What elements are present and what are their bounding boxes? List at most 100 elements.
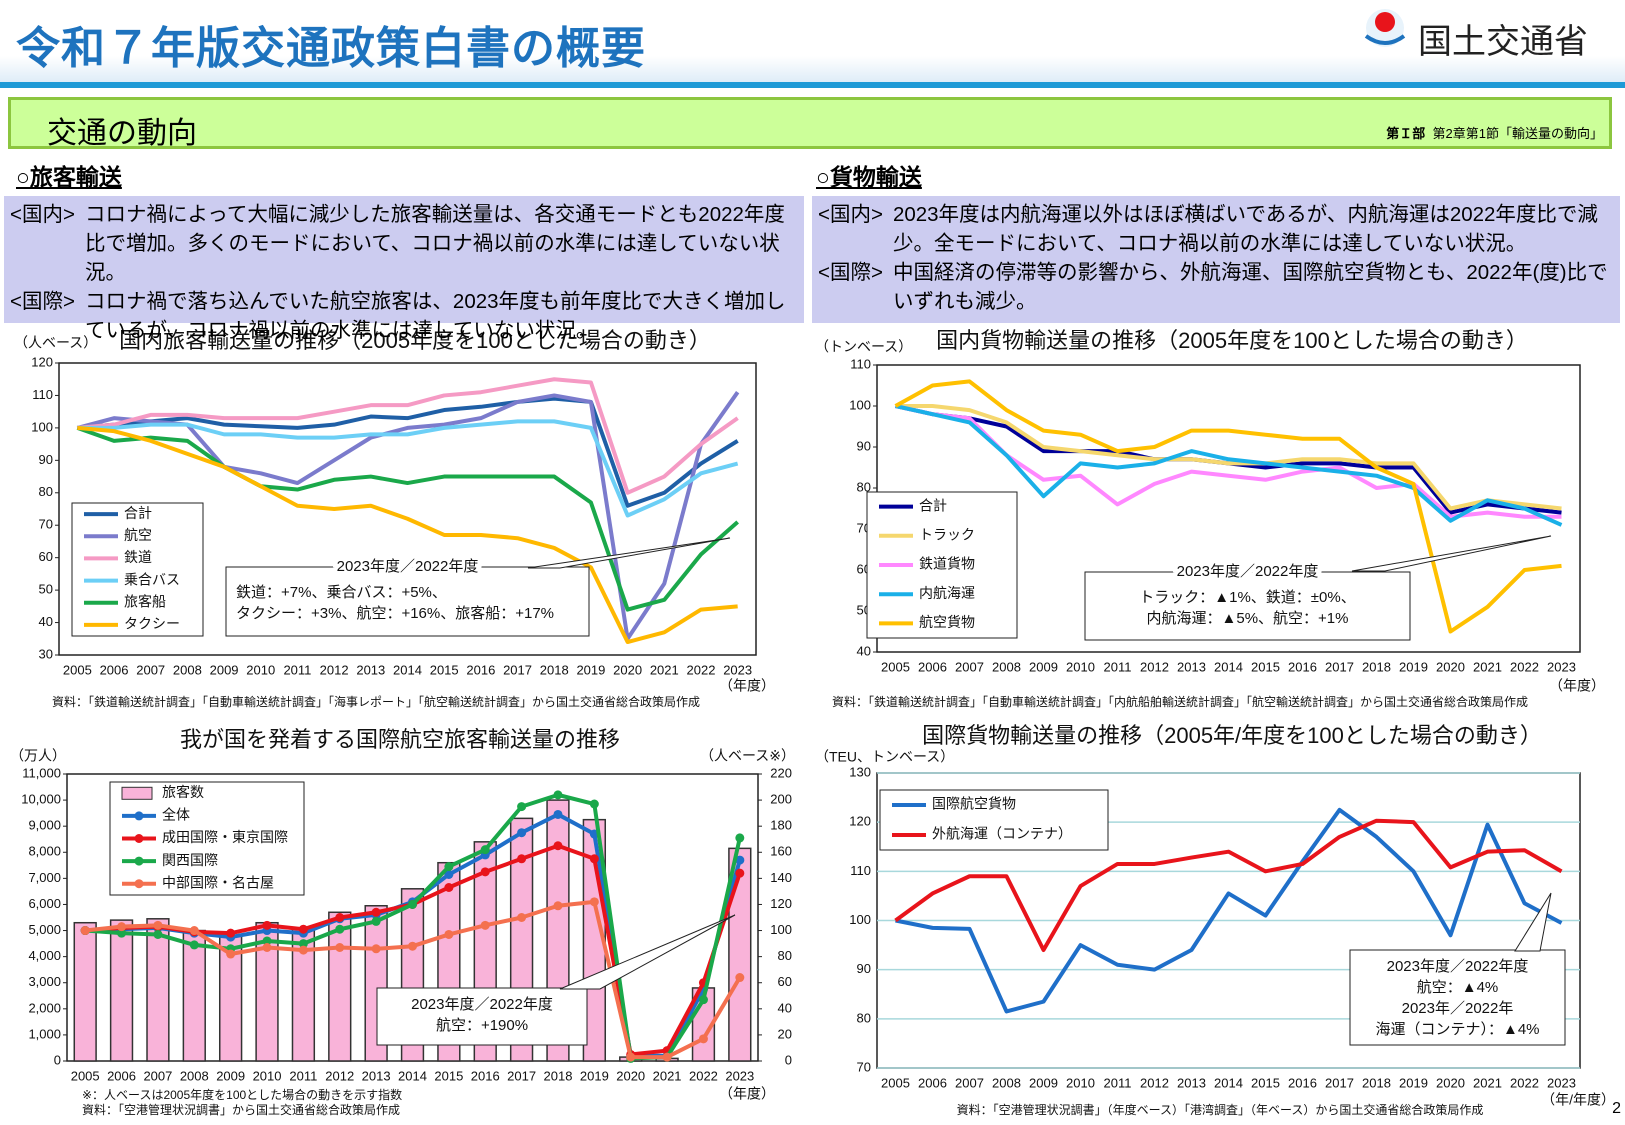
x-tick-label: 2012 xyxy=(325,1068,354,1083)
item-label: <国際> xyxy=(10,290,75,313)
y2-tick-label: 140 xyxy=(770,870,792,885)
point xyxy=(226,928,236,938)
x-tick-label: 2011 xyxy=(1104,1075,1132,1090)
page-title: 令和７年版交通政策白書の概要 xyxy=(16,24,646,73)
point xyxy=(589,799,599,809)
y-tick-label: 110 xyxy=(32,387,53,402)
x-tick-label: 2010 xyxy=(1066,1075,1095,1090)
x-tick-label: 2023 xyxy=(1547,659,1576,674)
y-tick-label: 40 xyxy=(857,643,871,658)
y-tick-label: 110 xyxy=(850,863,871,878)
legend-label: 全体 xyxy=(162,807,190,823)
bar xyxy=(109,919,134,1062)
point xyxy=(517,802,527,812)
point xyxy=(189,940,199,950)
annotation-pointer xyxy=(1514,892,1552,952)
point xyxy=(517,913,527,922)
x-tick-label: 2022 xyxy=(1510,1075,1539,1090)
y2-axis-label: （人ベース※） xyxy=(700,748,795,764)
point xyxy=(517,828,527,838)
y-tick-label: 70 xyxy=(39,517,53,532)
source-note: 資料：「鉄道輸送統計調査」「自動車輸送統計調査」「海事レポート」「航空輸送統計調… xyxy=(52,694,700,709)
x-tick-label: 2022 xyxy=(687,662,716,677)
y-axis-label: （万人） xyxy=(10,748,66,764)
x-tick-label: 2017 xyxy=(1325,1075,1354,1090)
y-tick-label: 70 xyxy=(857,1059,871,1074)
chart-title: 国内旅客輸送量の推移（2005年度を100とした場合の動き） xyxy=(119,328,711,353)
y-tick-label: 130 xyxy=(849,764,871,779)
y-axis-label: （TEU、トンベース） xyxy=(815,749,954,765)
x-tick-label: 2011 xyxy=(1104,659,1132,674)
y-tick-label: 30 xyxy=(39,646,53,661)
x-tick-label: 2019 xyxy=(580,1068,609,1083)
point xyxy=(444,882,454,892)
x-tick-label: 2019 xyxy=(1399,1075,1428,1090)
summary-item: <国際> コロナ禍で落ち込んでいた航空旅客は、2023年度も前年度比で大きく増加し… xyxy=(10,287,798,345)
x-tick-label: 2022 xyxy=(689,1068,718,1083)
y2-tick-label: 20 xyxy=(778,1026,792,1041)
x-axis-label: （年度） xyxy=(719,678,775,694)
y-tick-label: 60 xyxy=(39,549,53,564)
y-tick-label: 3,000 xyxy=(28,974,61,989)
point xyxy=(480,920,490,930)
bar xyxy=(728,847,752,1062)
annotation-pointer xyxy=(1351,535,1552,572)
legend-label: 乗合バス xyxy=(124,571,180,587)
legend-label: 合計 xyxy=(124,505,152,521)
x-tick-label: 2020 xyxy=(1436,1075,1465,1090)
annotation-box xyxy=(376,987,588,1046)
y2-tick-label: 200 xyxy=(770,792,792,807)
item-label: <国内> xyxy=(818,203,883,226)
section-reference: 第Ｉ部 第2章第1節「輸送量の動向」 xyxy=(1386,123,1603,142)
point xyxy=(262,943,272,953)
x-tick-label: 2017 xyxy=(507,1068,536,1083)
x-tick-label: 2016 xyxy=(1288,1075,1317,1090)
bar xyxy=(182,929,206,1062)
x-tick-label: 2017 xyxy=(1325,659,1354,674)
y-tick-label: 11,000 xyxy=(22,765,61,780)
annotation-title: 2023年度／2022年度 xyxy=(337,558,479,575)
series-line xyxy=(77,419,739,518)
x-tick-label: 2018 xyxy=(1362,659,1391,674)
series-line xyxy=(77,377,739,495)
x-tick-label: 2018 xyxy=(544,1068,573,1083)
chart-title: 国内貨物輸送量の推移（2005年度を100とした場合の動き） xyxy=(936,328,1528,353)
x-tick-label: 2020 xyxy=(613,662,642,677)
annotation-line: 航空：▲4% xyxy=(1417,979,1499,996)
point xyxy=(735,855,745,865)
y-tick-label: 9,000 xyxy=(28,818,61,833)
right-heading: ○貨物輸送 xyxy=(816,158,922,192)
point xyxy=(298,939,308,949)
item-label: <国内> xyxy=(10,203,75,226)
legend-label: 内航海運 xyxy=(919,585,975,601)
legend-label: 外航海運（コンテナ） xyxy=(932,826,1072,842)
x-tick-label: 2014 xyxy=(398,1068,427,1083)
point xyxy=(80,926,90,936)
x-tick-label: 2005 xyxy=(63,662,92,677)
x-tick-label: 2017 xyxy=(503,662,532,677)
x-tick-label: 2006 xyxy=(918,1075,947,1090)
x-tick-label: 2023 xyxy=(723,662,752,677)
item-text: 2023年度は内航海運以外はほぼ横ばいであるが、内航海運は2022年度比で減少。… xyxy=(892,203,1598,255)
y-tick-label: 2,000 xyxy=(28,1000,61,1015)
series-line xyxy=(895,404,1563,527)
point xyxy=(262,936,272,946)
point xyxy=(735,973,745,983)
x-tick-label: 2021 xyxy=(650,662,679,677)
x-tick-label: 2016 xyxy=(466,662,495,677)
annotation-line: 航空：+190% xyxy=(436,1017,528,1034)
series-line xyxy=(894,818,1563,952)
x-tick-label: 2019 xyxy=(1399,659,1428,674)
legend-label: 航空貨物 xyxy=(919,614,975,630)
annotation-pointer xyxy=(559,914,736,990)
legend-label: 国際航空貨物 xyxy=(932,796,1016,812)
item-label: <国際> xyxy=(818,261,883,284)
x-tick-label: 2012 xyxy=(1140,659,1169,674)
x-tick-label: 2014 xyxy=(1214,1075,1243,1090)
x-tick-label: 2016 xyxy=(471,1068,500,1083)
x-tick-label: 2008 xyxy=(992,1075,1021,1090)
point xyxy=(371,907,381,917)
point xyxy=(480,867,490,877)
